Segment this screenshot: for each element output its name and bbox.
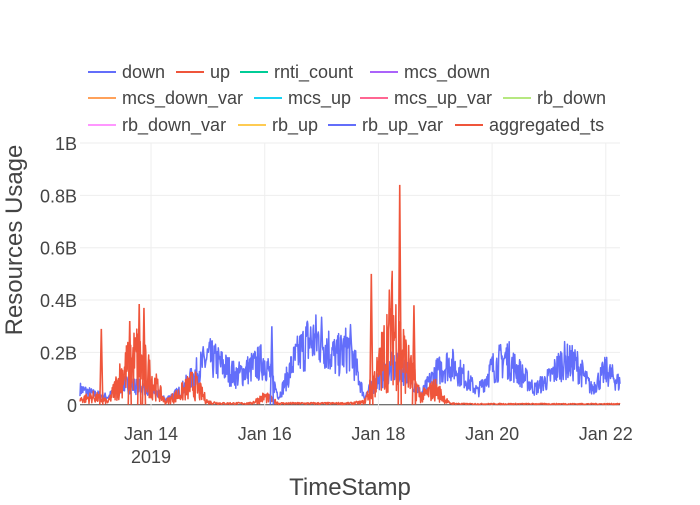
- legend-item-mcs-down-var[interactable]: mcs_down_var: [88, 88, 243, 109]
- spike-up: [141, 307, 147, 405]
- y-tick-label: 0.2B: [40, 343, 77, 363]
- legend-label: down: [122, 62, 165, 82]
- y-tick-label: 1B: [55, 134, 77, 154]
- spike-up: [369, 273, 374, 405]
- x-tick-label: Jan 20: [465, 424, 519, 444]
- legend-label: mcs_down_var: [122, 88, 243, 109]
- spike-up: [397, 184, 403, 405]
- legend-label: rb_up: [272, 115, 318, 136]
- spike-up: [411, 305, 417, 405]
- x-tick-label: Jan 14: [124, 424, 178, 444]
- y-tick-label: 0.8B: [40, 186, 77, 206]
- legend-item-aggregated-ts[interactable]: aggregated_ts: [455, 115, 604, 136]
- legend-label: rb_down_var: [122, 115, 226, 136]
- legend-item-rnti-count[interactable]: rnti_count: [240, 62, 353, 83]
- legend-item-rb-down-var[interactable]: rb_down_var: [88, 115, 226, 136]
- legend-item-down[interactable]: down: [88, 62, 165, 82]
- legend-label: rb_up_var: [362, 115, 443, 136]
- legend-label: rb_down: [537, 88, 606, 109]
- spike-up: [99, 328, 104, 405]
- legend-item-mcs-up[interactable]: mcs_up: [254, 88, 351, 109]
- legend-item-rb-up[interactable]: rb_up: [238, 115, 318, 136]
- legend-item-rb-up-var[interactable]: rb_up_var: [328, 115, 443, 136]
- x-axis-title: TimeStamp: [289, 474, 411, 500]
- legend-item-rb-down[interactable]: rb_down: [503, 88, 606, 109]
- plot-area: [79, 184, 621, 406]
- y-axis-title: Resources Usage: [1, 145, 28, 336]
- x-tick-label: Jan 22: [579, 424, 633, 444]
- y-tick-label: 0.6B: [40, 239, 77, 259]
- legend-label: up: [210, 62, 230, 82]
- y-tick-label: 0: [67, 396, 77, 416]
- legend-label: aggregated_ts: [489, 115, 604, 136]
- legend-label: rnti_count: [274, 62, 353, 83]
- spike-down: [269, 326, 275, 405]
- x-tick-sublabel: 2019: [131, 447, 171, 467]
- y-tick-label: 0.4B: [40, 291, 77, 311]
- legend-label: mcs_down: [404, 62, 490, 83]
- axes: 0 0.2B 0.4B 0.6B 0.8B 1B Jan 14 2019 Jan 16 Jan 1…: [40, 134, 633, 467]
- legend[interactable]: down up rnti_count mcs_down mcs_down_var mcs_…: [88, 62, 606, 136]
- legend-item-mcs-down[interactable]: mcs_down: [370, 62, 490, 83]
- x-tick-label: Jan 16: [238, 424, 292, 444]
- legend-item-mcs-up-var[interactable]: mcs_up_var: [360, 88, 492, 109]
- series-line-up: [79, 270, 621, 406]
- legend-item-up[interactable]: up: [176, 62, 230, 82]
- x-tick-label: Jan 18: [351, 424, 405, 444]
- spike-up: [136, 303, 142, 405]
- spike-up: [127, 320, 133, 405]
- legend-label: mcs_up_var: [394, 88, 492, 109]
- legend-label: mcs_up: [288, 88, 351, 109]
